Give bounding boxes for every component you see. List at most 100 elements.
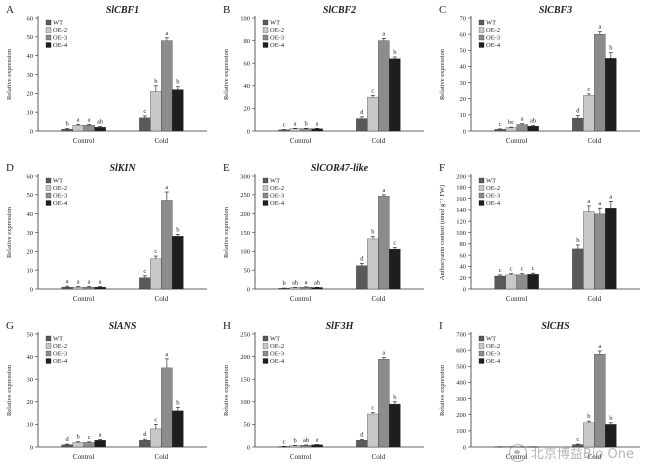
legend-swatch-wt [478, 177, 485, 184]
legend-label: OE-3 [53, 193, 67, 200]
significance-letter: c [283, 122, 286, 129]
legend-swatch-oe-4 [45, 42, 52, 48]
significance-letter: b [294, 437, 297, 444]
significance-letter: b [305, 120, 308, 127]
bar-oe-4-control [527, 126, 539, 132]
legend-swatch-oe-3 [478, 350, 485, 357]
significance-letter: a [165, 30, 168, 37]
legend-swatch-wt [45, 335, 52, 342]
bar-oe-2-cold [367, 413, 379, 448]
significance-letter: a [609, 193, 612, 200]
y-tick-label: 60 [460, 31, 467, 38]
gene-title: SlCBF2 [323, 5, 356, 16]
chart-panel-b: B SlCBF2 0 20 40 60 80 100 Relative expression c a… [223, 4, 424, 145]
significance-letter: b [393, 394, 396, 401]
legend-swatch-oe-4 [45, 200, 52, 206]
y-tick-label: 40 [27, 354, 34, 361]
gene-title: SlF3H [326, 321, 355, 332]
y-axis-title: Anthocyanin content (nmol g⁻¹ FW) [439, 185, 446, 280]
y-tick-label: 60 [27, 173, 34, 180]
y-tick-label: 0 [463, 128, 466, 135]
y-tick-label: 20 [27, 249, 34, 256]
bar-oe-3-control [300, 128, 312, 132]
y-tick-label: 40 [244, 83, 251, 90]
y-tick-label: 40 [27, 53, 34, 60]
significance-letter: b [587, 413, 590, 420]
significance-letter: a [88, 278, 91, 285]
panel-letter: C [439, 4, 446, 16]
significance-letter: c [283, 438, 286, 445]
legend-label: OE-4 [53, 42, 68, 49]
y-tick-label: 250 [240, 331, 250, 338]
legend-label: WT [270, 20, 280, 27]
gene-title: SlCBF3 [539, 5, 572, 16]
significance-letter: b [176, 79, 179, 86]
significance-letter: b [371, 229, 374, 236]
significance-letter: ab [97, 118, 103, 125]
significance-letter: a [316, 120, 319, 127]
significance-letter: bc [508, 119, 514, 126]
bar-wt-control [61, 128, 73, 132]
bar-oe-2-cold [583, 211, 595, 290]
y-tick-label: 120 [456, 219, 466, 226]
significance-letter: a [165, 184, 168, 191]
panel-letter: E [223, 162, 230, 174]
significance-letter: c [88, 434, 91, 441]
y-tick-label: 200 [240, 211, 250, 218]
legend-label: OE-2 [270, 185, 284, 192]
legend-label: OE-3 [486, 35, 500, 42]
significance-letter: b [393, 49, 396, 56]
y-tick-label: 100 [456, 230, 466, 237]
y-tick-label: 200 [240, 354, 250, 361]
gene-title: SlCHS [541, 321, 570, 332]
bar-oe-2-cold [150, 428, 162, 448]
legend-label: WT [486, 178, 496, 185]
bar-oe-2-cold [367, 96, 379, 132]
y-tick-label: 300 [456, 396, 466, 403]
x-category-label: Cold [372, 295, 386, 303]
bar-oe-3-control [300, 286, 312, 290]
legend-swatch-oe-2 [478, 343, 485, 349]
bar-oe-4-control [527, 274, 539, 290]
legend-swatch-wt [262, 177, 269, 184]
legend-label: OE-3 [270, 193, 284, 200]
significance-letter: c [521, 266, 524, 273]
bar-oe-2-cold [367, 238, 379, 290]
bar-wt-control [61, 444, 73, 448]
bar-oe-3-control [83, 125, 95, 132]
y-tick-label: 100 [240, 249, 250, 256]
y-tick-label: 50 [460, 48, 467, 55]
legend-label: OE-4 [53, 358, 68, 365]
bar-oe-3-cold [378, 359, 390, 448]
significance-letter: b [77, 434, 80, 441]
bar-oe-4-cold [389, 403, 401, 448]
significance-letter: a [382, 187, 385, 194]
significance-letter: a [66, 278, 69, 285]
legend-label: OE-4 [486, 200, 501, 207]
y-tick-label: 180 [456, 185, 466, 192]
bar-oe-2-control [289, 445, 301, 448]
bar-wt-cold [572, 117, 584, 132]
legend-swatch-oe-3 [262, 192, 269, 199]
y-axis-title: Relative expression [439, 364, 446, 416]
x-category-label: Control [73, 137, 94, 145]
bar-oe-4-control [311, 444, 323, 448]
y-tick-label: 80 [244, 38, 251, 45]
y-tick-label: 20 [460, 96, 467, 103]
bar-oe-4-cold [605, 208, 617, 290]
y-tick-label: 30 [27, 72, 34, 79]
legend-swatch-oe-2 [478, 27, 485, 33]
significance-letter: a [77, 116, 80, 123]
legend-label: OE-2 [486, 185, 500, 192]
bar-oe-2-cold [583, 95, 595, 132]
y-tick-label: 200 [456, 412, 466, 419]
legend-swatch-wt [262, 335, 269, 342]
legend-label: OE-2 [270, 27, 284, 34]
significance-letter: a [305, 279, 308, 286]
significance-letter: b [66, 121, 69, 128]
significance-letter: d [360, 109, 364, 116]
x-category-label: Cold [588, 453, 602, 461]
legend-swatch-oe-2 [45, 27, 52, 33]
